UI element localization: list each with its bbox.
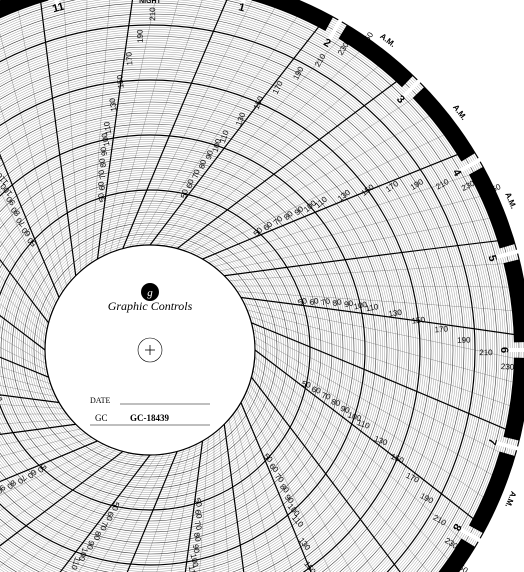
brand-logo-icon: g <box>147 287 153 299</box>
radial-value-label: 170 <box>124 51 134 65</box>
radial-value-label: 230 <box>501 362 515 372</box>
brand-name: Graphic Controls <box>108 299 193 313</box>
radial-value-label: 190 <box>457 335 471 344</box>
hour-label: 6 <box>498 347 510 353</box>
radial-value-label: 190 <box>135 29 144 43</box>
radial-value-label: 170 <box>434 324 448 334</box>
circular-chart-recorder: 5060708090100110130150170190210230250506… <box>0 0 524 572</box>
part-number: GC-18439 <box>130 413 169 423</box>
radial-value-label: 150 <box>411 315 426 325</box>
hour-label: MIDNIGHT <box>139 0 162 5</box>
date-label: DATE <box>90 396 111 405</box>
radial-value-label: 150 <box>115 74 125 89</box>
radial-value-label: 210 <box>148 7 157 21</box>
radial-value-label: 210 <box>479 348 493 357</box>
part-prefix: GC <box>95 413 108 423</box>
radial-value-label: 110 <box>187 565 198 572</box>
